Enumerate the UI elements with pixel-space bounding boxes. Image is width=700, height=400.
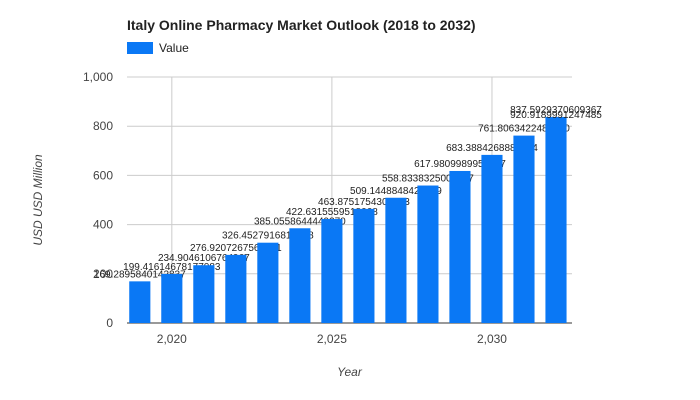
bar <box>449 170 471 323</box>
y-tick-label: 200 <box>93 267 113 281</box>
legend-label: Value <box>159 41 189 55</box>
y-tick-label: 400 <box>93 218 113 232</box>
y-tick-label: 600 <box>93 168 113 182</box>
bar-value-label: 234.9046106764967 <box>158 253 250 264</box>
bar <box>385 197 407 323</box>
x-axis-title: Year <box>337 365 363 379</box>
y-tick-label: 0 <box>106 316 113 330</box>
y-axis-title: USD USD Million <box>31 154 45 246</box>
bar-value-label: 385.0558644449370 <box>254 216 346 227</box>
bar-value-label: 509.1448848422729 <box>350 186 442 197</box>
bar-value-label: 558.8338325009007 <box>382 174 474 185</box>
bar <box>545 116 567 323</box>
bar <box>257 242 279 323</box>
x-tick-label: 2,025 <box>317 332 347 346</box>
bar-value-label: 422.6315559518068 <box>286 207 378 218</box>
chart-title: Italy Online Pharmacy Market Outlook (20… <box>127 17 476 33</box>
bar <box>513 135 535 323</box>
x-tick-label: 2,030 <box>477 332 507 346</box>
legend-swatch <box>127 42 153 54</box>
bar <box>417 185 439 323</box>
bar <box>321 219 343 323</box>
y-tick-label: 800 <box>93 119 113 133</box>
bar <box>161 273 183 323</box>
bar <box>225 254 247 323</box>
bar <box>481 154 503 323</box>
bar-value-label: 837.5929370609367 <box>510 105 602 116</box>
bar-value-label: 169.2895840142837 <box>94 269 186 280</box>
bar <box>193 265 215 323</box>
bar <box>129 281 151 323</box>
x-tick-label: 2,020 <box>157 332 187 346</box>
bar-value-label: 463.8751754307433 <box>318 197 410 208</box>
bar-value-label: 617.9809989958477 <box>414 159 506 170</box>
bar-value-label: 199.41614678177083 <box>123 262 221 273</box>
bar-value-label: 326.4527916817828 <box>222 231 314 242</box>
bar-value-label: 683.3884268883434 <box>446 143 538 154</box>
bar <box>353 208 375 323</box>
extra-value-label: 920.9189991247485 <box>510 110 602 121</box>
y-tick-label: 1,000 <box>83 70 113 84</box>
bar <box>289 228 311 323</box>
legend: Value <box>127 41 189 55</box>
bar-value-label: 761.8063422482280 <box>478 124 570 135</box>
bar-value-label: 276.9207267563481 <box>190 243 282 254</box>
